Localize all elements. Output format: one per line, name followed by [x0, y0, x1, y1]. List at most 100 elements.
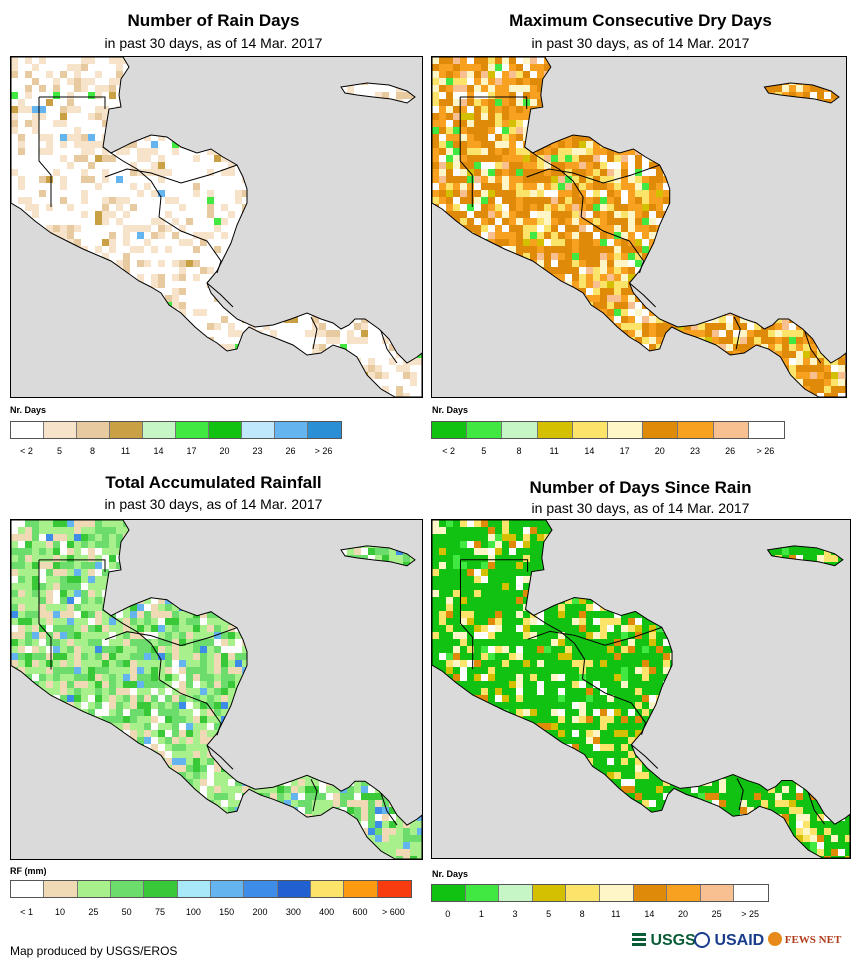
legend-swatch [44, 422, 77, 438]
legend-swatch [110, 422, 143, 438]
coastline [432, 520, 850, 858]
legend-label: 11 [120, 446, 131, 456]
coastline [763, 82, 840, 104]
choropleth-map [11, 57, 422, 397]
country-border [38, 97, 52, 207]
country-border [39, 559, 106, 572]
legend-label: 0 [445, 909, 451, 919]
country-border [459, 97, 473, 207]
legend-color-bar [10, 421, 342, 439]
map-frame [10, 56, 423, 398]
legend-swatch [734, 885, 768, 901]
legend-swatch [177, 881, 211, 897]
legend-swatch [77, 422, 110, 438]
total-rainfall-panel: Total Accumulated Rainfall in past 30 da… [0, 465, 427, 930]
country-border [631, 744, 659, 769]
legend-swatch [344, 881, 378, 897]
legend-label: < 2 [442, 446, 455, 456]
legend-label: 23 [252, 446, 263, 456]
panel-title: Number of Days Since Rain [529, 478, 752, 497]
country-border [460, 559, 529, 572]
country-border [104, 627, 238, 647]
legend-swatch [467, 422, 503, 438]
legend-swatch [566, 885, 600, 901]
legend-labels: < 2 5 8 11 14 17 20 23 26 > 26 [431, 446, 783, 458]
legend-swatch [77, 881, 111, 897]
days-since-rain-panel: Number of Days Since Rain in past 30 day… [427, 465, 854, 930]
country-border [524, 146, 584, 218]
legend-swatch [44, 881, 78, 897]
legend-swatch [144, 881, 178, 897]
country-border [206, 282, 234, 308]
legend-swatch [209, 422, 242, 438]
legend-swatch [465, 885, 500, 901]
legend-labels: < 1 10 25 50 75 100 150 200 300 400 600 > 600 [10, 907, 410, 919]
legend-label: 8 [579, 909, 585, 919]
legend-swatch [700, 885, 735, 901]
country-border [804, 330, 822, 364]
choropleth-map [11, 520, 422, 859]
legend-label: 25 [88, 907, 99, 917]
grid-cells [432, 57, 846, 397]
country-border [39, 96, 106, 109]
panel-title: Maximum Consecutive Dry Days [509, 11, 772, 30]
legend-label: > 25 [741, 909, 760, 919]
country-border [206, 744, 234, 770]
legend-swatch [607, 422, 644, 438]
legend-swatch [176, 422, 209, 438]
legend-swatch [599, 885, 634, 901]
dry-days-panel: Maximum Consecutive Dry Days in past 30 … [427, 0, 854, 465]
legend-title: RF (mm) [10, 866, 47, 876]
grid-cells [11, 57, 422, 397]
panel-title: Total Accumulated Rainfall [105, 473, 322, 492]
legend-label: > 26 [314, 446, 333, 456]
legend-color-bar [431, 884, 769, 902]
country-border [525, 609, 586, 680]
usaid-logo-text: USAID [714, 932, 765, 949]
map-frame [10, 519, 423, 860]
legend-color-bar [431, 421, 785, 439]
panel-subtitle: in past 30 days, as of 14 Mar. 2017 [104, 496, 323, 512]
legend-label: 1 [478, 909, 484, 919]
country-border [527, 626, 663, 646]
legend-title: Nr. Days [432, 869, 469, 879]
country-border [102, 146, 162, 218]
legend-swatch [110, 881, 145, 897]
grid-cells [11, 520, 422, 859]
country-border [310, 779, 318, 812]
panel-subtitle: in past 30 days, as of 14 Mar. 2017 [531, 35, 750, 51]
legend-title: Nr. Days [10, 405, 47, 415]
legend-swatch [678, 422, 714, 438]
legend-label: < 1 [20, 907, 34, 917]
legend-swatch [242, 422, 275, 438]
legend-swatch [502, 422, 538, 438]
coastline [766, 545, 844, 567]
choropleth-map [432, 57, 846, 397]
legend-label: 200 [252, 907, 268, 917]
grid-cells [432, 520, 850, 858]
legend-swatch [11, 422, 44, 438]
credit-text: Map produced by USGS/EROS [10, 944, 178, 958]
legend-label: 8 [516, 446, 522, 456]
legend-label: 11 [611, 909, 621, 919]
map-frame [431, 519, 851, 859]
country-border [733, 316, 741, 350]
coastline [432, 57, 846, 397]
legend-labels: 0 1 3 5 8 11 14 20 25 > 25 [431, 909, 767, 921]
coastline [11, 520, 422, 859]
country-border [102, 609, 162, 680]
usgs-logo: USGS [632, 932, 696, 950]
legend-swatch [11, 881, 45, 897]
legend-swatch [277, 881, 311, 897]
legend-swatch [275, 422, 308, 438]
legend-label: < 2 [20, 446, 33, 456]
legend-label: 23 [689, 446, 701, 456]
legend-label: 14 [153, 446, 164, 456]
country-border [459, 559, 474, 670]
panel-title: Number of Rain Days [127, 11, 300, 30]
legend-swatch [667, 885, 701, 901]
legend-label: 600 [352, 907, 368, 917]
coastline [340, 545, 416, 567]
legend-swatch [308, 422, 341, 438]
legend-label: > 26 [756, 446, 775, 456]
